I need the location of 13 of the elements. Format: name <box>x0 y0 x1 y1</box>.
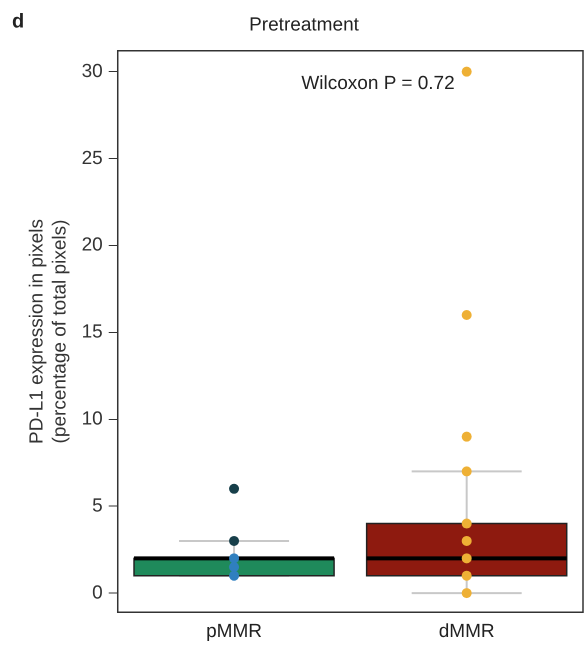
y-tick-label: 10 <box>82 408 103 430</box>
y-tick-label: 5 <box>92 495 103 516</box>
y-tick-label: 0 <box>92 582 103 604</box>
chart-title: Pretreatment <box>249 14 360 36</box>
y-tick-label: 15 <box>82 322 103 343</box>
y-tick-label: 25 <box>82 148 103 169</box>
x-tick-label: pMMR <box>206 620 262 642</box>
text: d <box>12 10 24 33</box>
x-tick-label: dMMR <box>438 620 495 642</box>
annotation: Wilcoxon P = 0.72 <box>301 72 455 94</box>
y-axis-title: PD-L1 expression in pixels (percentage of total pixels) <box>26 219 70 444</box>
y-tick-label: 30 <box>82 60 103 82</box>
y-tick-label: 20 <box>82 234 103 256</box>
